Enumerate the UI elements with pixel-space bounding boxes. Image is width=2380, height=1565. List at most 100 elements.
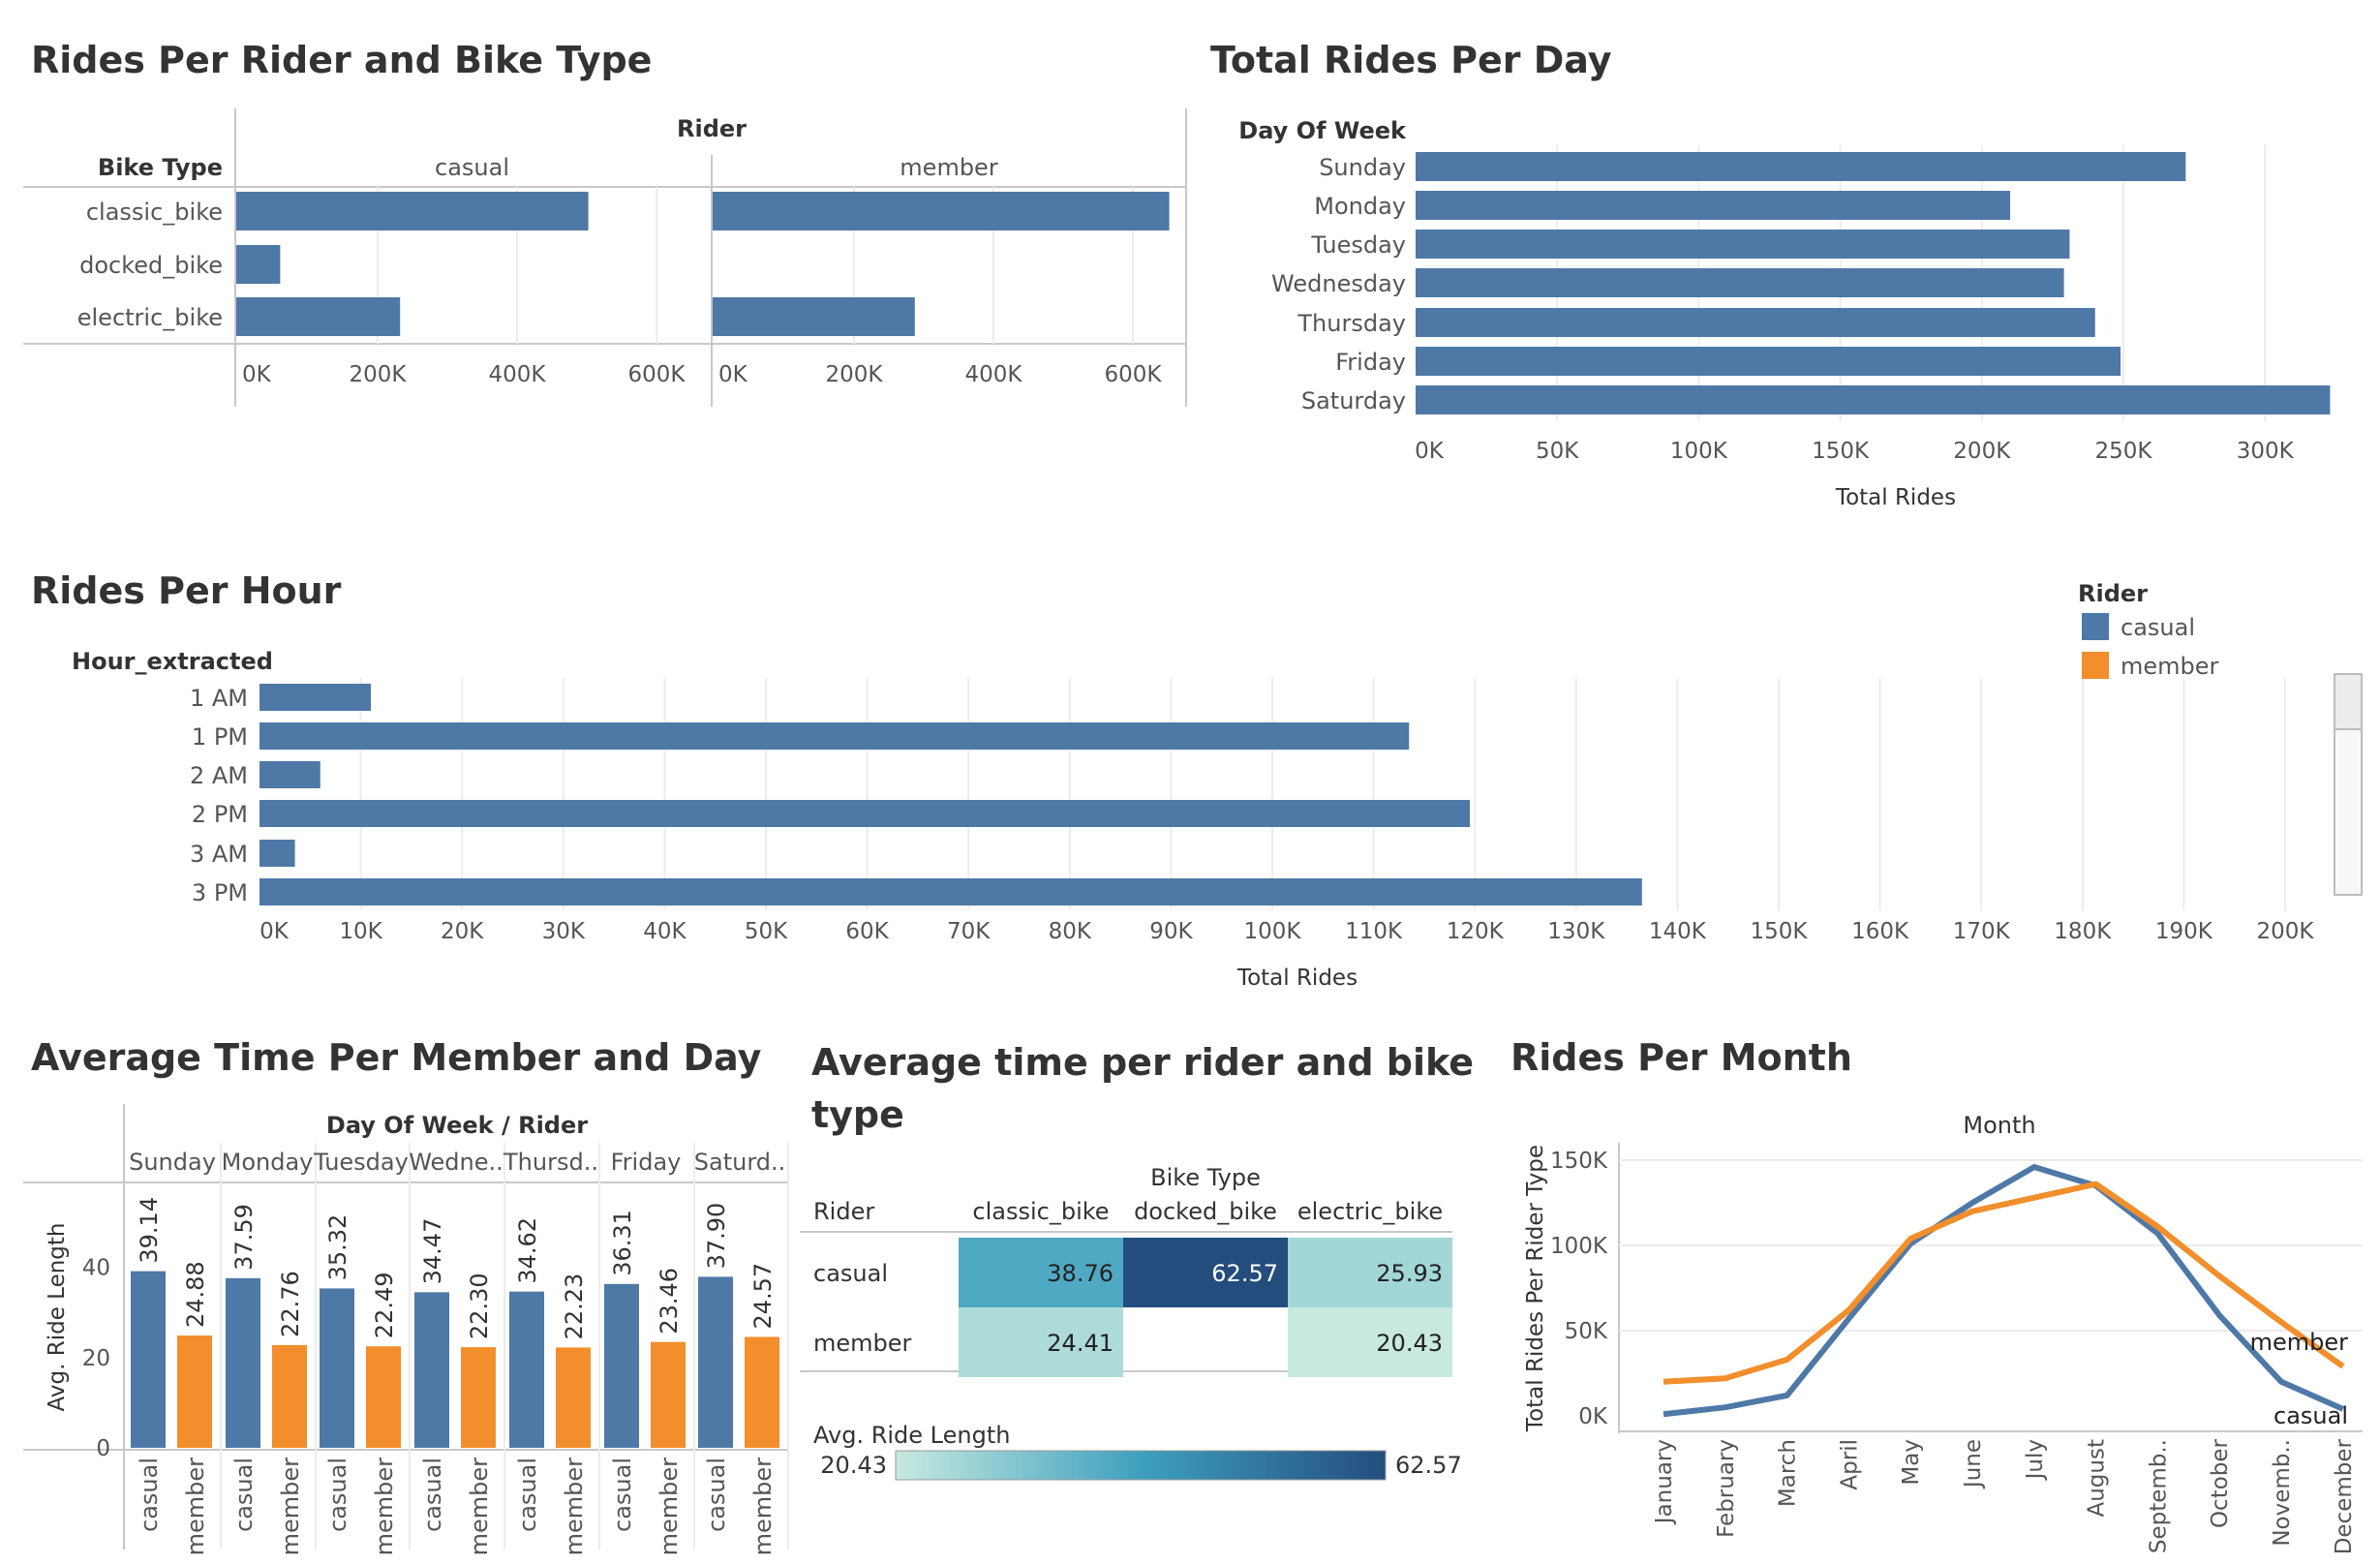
bar-member <box>745 1336 779 1448</box>
category-label: 3 AM <box>190 841 248 868</box>
heatmap-cell <box>1288 1238 1452 1307</box>
legend-title: Rider <box>2078 580 2148 607</box>
x-tick-label: 110K <box>1345 919 1403 944</box>
x-tick-label: 0K <box>718 362 748 387</box>
x-tick-label: February <box>1714 1439 1739 1538</box>
x-tick-label: 130K <box>1547 919 1605 944</box>
data-label: 36.31 <box>609 1210 636 1276</box>
x-tick-label-rider: casual <box>514 1458 541 1532</box>
category-label: 1 AM <box>190 685 248 712</box>
chart-title-avg-day: Average Time Per Member and Day <box>31 1036 762 1079</box>
bar-hour <box>259 722 1410 750</box>
column-label-electric_bike: electric_bike <box>1297 1198 1443 1225</box>
heatmap-cell <box>959 1238 1123 1307</box>
x-tick-label: 200K <box>2257 919 2315 944</box>
scrollbar-vertical[interactable] <box>2334 673 2363 896</box>
data-label: 24.88 <box>182 1261 209 1328</box>
chart-title-hour: Rides Per Hour <box>31 569 342 612</box>
chart-bike-type: Rider Bike Type casual 0K 200K 400K 600K member… <box>23 108 1187 407</box>
chart-title-month: Rides Per Month <box>1510 1036 1852 1079</box>
category-label: 2 PM <box>192 801 248 828</box>
bar-sunday <box>1416 152 2186 181</box>
bar-member <box>651 1341 686 1448</box>
column-label-day: Monday <box>222 1149 314 1176</box>
bar-member <box>177 1335 212 1448</box>
data-label: 35.32 <box>324 1214 351 1281</box>
x-tick-label-rider: member <box>182 1458 209 1556</box>
column-label-day: Saturd.. <box>694 1149 786 1176</box>
row-label-casual: casual <box>813 1260 888 1287</box>
chart-title-day: Total Rides Per Day <box>1210 39 1612 81</box>
x-tick-label: August <box>2085 1439 2110 1518</box>
scrollbar-thumb[interactable] <box>2335 675 2361 730</box>
legend-swatch-member <box>2082 652 2109 679</box>
bar-hour <box>259 800 1470 827</box>
y-tick-label: 50K <box>1565 1319 1608 1344</box>
category-label: Wednesday <box>1271 270 1406 297</box>
y-tick-label: 0K <box>1578 1404 1608 1429</box>
column-label-docked_bike: docked_bike <box>1134 1198 1277 1225</box>
bar-casual-classic_bike <box>236 192 589 230</box>
column-header-month: Month <box>1963 1112 2035 1139</box>
x-tick-label: 600K <box>628 362 687 387</box>
column-label-day: Wedne.. <box>409 1149 503 1176</box>
row-label-member: member <box>813 1330 912 1357</box>
bar-saturday <box>1416 385 2331 414</box>
x-tick-label-rider: casual <box>419 1458 446 1532</box>
bar-member-electric_bike <box>713 297 915 336</box>
bar-casual <box>509 1291 544 1448</box>
legend-label-casual: casual <box>2121 614 2195 641</box>
x-tick-label: 250K <box>2095 439 2153 464</box>
cell-label: 62.57 <box>1211 1260 1278 1287</box>
bar-casual <box>226 1277 260 1448</box>
colorbar <box>895 1450 1387 1481</box>
y-tick-label: 0 <box>96 1436 110 1461</box>
category-label: 3 PM <box>192 879 248 906</box>
x-tick-label: 100K <box>1244 919 1302 944</box>
x-tick-label-rider: casual <box>136 1458 163 1532</box>
colorbar-max-label: 62.57 <box>1395 1452 1462 1479</box>
x-tick-label: 200K <box>350 362 408 387</box>
x-tick-label: 180K <box>2054 919 2112 944</box>
x-tick-label: July <box>2023 1439 2048 1481</box>
x-axis-label: Total Rides <box>1835 485 1956 510</box>
x-tick-label: December <box>2332 1438 2357 1554</box>
data-label: 22.76 <box>277 1271 304 1337</box>
chart-title-avg-bike-line1: Average time per rider and bike <box>811 1041 1474 1084</box>
column-label-casual: casual <box>435 154 509 181</box>
y-axis-label: Total Rides Per Rider Type <box>1523 1145 1548 1432</box>
bar-casual <box>604 1283 639 1448</box>
x-tick-label: 200K <box>826 362 884 387</box>
category-label: Friday <box>1335 349 1406 376</box>
x-tick-label: June <box>1961 1439 1986 1489</box>
line-casual <box>1663 1164 2345 1418</box>
y-tick-label: 20 <box>82 1346 110 1371</box>
category-label: 1 PM <box>192 723 248 751</box>
category-label: Tuesday <box>1310 231 1406 259</box>
data-label: 24.57 <box>749 1263 777 1330</box>
bar-member <box>556 1347 591 1448</box>
x-tick-label: 170K <box>1953 919 2011 944</box>
category-label: docked_bike <box>79 252 223 279</box>
bar-casual <box>131 1271 166 1448</box>
bar-member <box>366 1346 401 1448</box>
data-label: 37.59 <box>230 1204 258 1271</box>
colorbar-min-label: 20.43 <box>820 1452 887 1479</box>
x-tick-label-rider: casual <box>230 1458 258 1532</box>
bar-monday <box>1416 191 2011 220</box>
category-label: Sunday <box>1319 154 1406 181</box>
x-tick-label: 20K <box>441 919 484 944</box>
category-label: Thursday <box>1297 310 1406 337</box>
bar-hour <box>259 684 372 711</box>
legend-label-member: member <box>2121 653 2219 680</box>
x-tick-label: 50K <box>1536 439 1579 464</box>
bar-casual-electric_bike <box>236 297 401 336</box>
data-label: 22.30 <box>466 1273 493 1339</box>
x-tick-label-rider: casual <box>609 1458 636 1532</box>
data-label: 34.62 <box>514 1217 541 1284</box>
line-member <box>1663 1181 2345 1385</box>
x-tick-label-rider: member <box>277 1458 304 1556</box>
x-tick-label: 30K <box>542 919 586 944</box>
data-label: 34.47 <box>419 1218 446 1285</box>
x-tick-label: 150K <box>1751 919 1809 944</box>
